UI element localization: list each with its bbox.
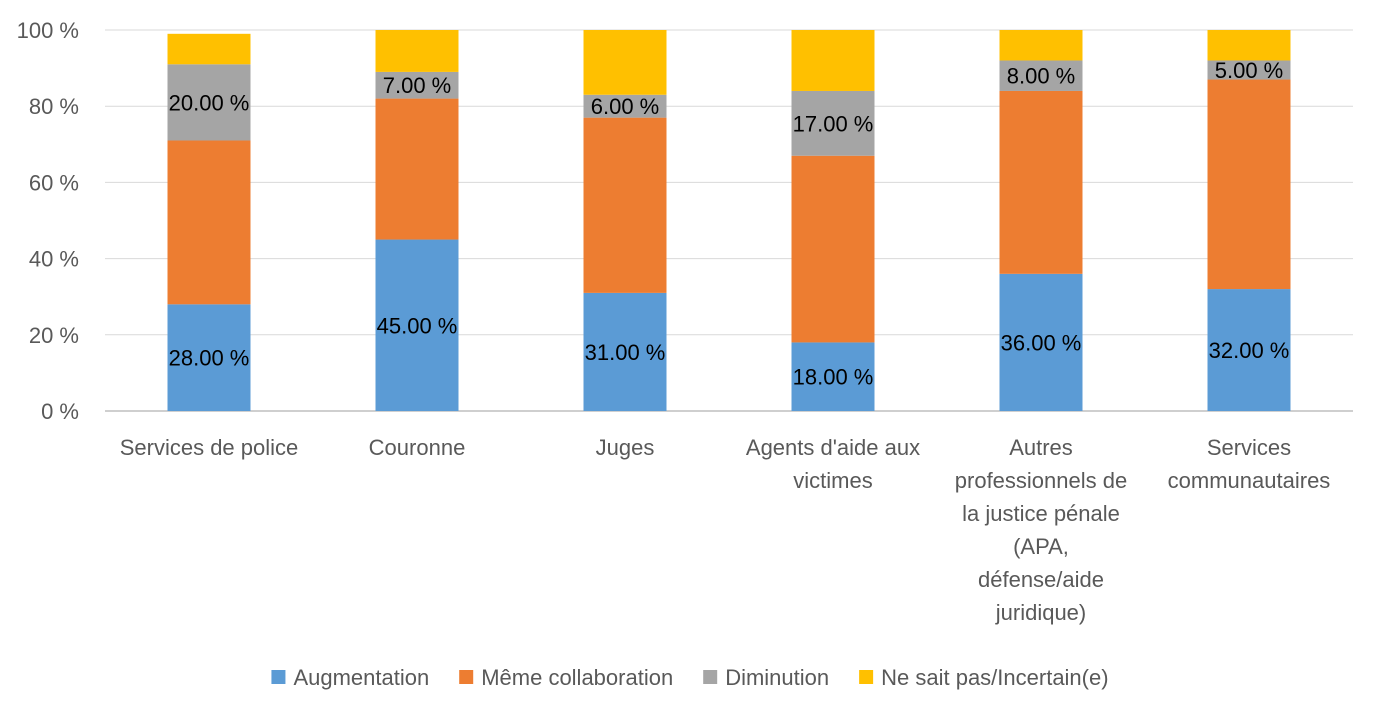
x-category-label: Agents d'aide aux (746, 435, 920, 460)
bar-segment (1207, 289, 1291, 411)
bar-segment (791, 30, 875, 91)
x-category-label: victimes (793, 468, 872, 493)
bar-segment (583, 30, 667, 95)
bar-segment (583, 292, 667, 411)
data-labels: 28.00 % 20.00 % 45.00 % 7.00 % 31.00 % 6.00 %… (169, 58, 1290, 390)
data-label: 36.00 % (1001, 330, 1082, 355)
y-tick-label: 100 % (17, 18, 79, 43)
x-category-label: Juges (596, 435, 655, 460)
legend: Augmentation Même collaboration Diminution… (271, 665, 1109, 690)
legend-swatch (459, 670, 474, 684)
legend-swatch (703, 670, 718, 684)
bar-segment (375, 239, 459, 411)
x-category-label: professionnels de (955, 468, 1127, 493)
bar-segment (167, 33, 251, 65)
bar-segment (1207, 79, 1291, 290)
data-label: 31.00 % (585, 340, 666, 365)
data-label: 7.00 % (383, 73, 452, 98)
data-label: 5.00 % (1215, 58, 1284, 83)
y-tick-label: 20 % (29, 323, 79, 348)
bar-segment (375, 30, 459, 72)
data-label: 8.00 % (1007, 64, 1076, 89)
legend-label: Diminution (725, 665, 829, 690)
x-category-label: communautaires (1168, 468, 1331, 493)
bar-segment (167, 304, 251, 411)
bar-segment (999, 60, 1083, 91)
y-tick-label: 40 % (29, 247, 79, 272)
x-category-label: Services de police (120, 435, 299, 460)
legend-swatch (271, 670, 286, 684)
bar-segment (583, 94, 667, 118)
data-label: 18.00 % (793, 365, 874, 390)
bar-segment (167, 64, 251, 141)
data-label: 17.00 % (793, 111, 874, 136)
legend-swatch (859, 670, 874, 684)
x-axis-categories: Services de police Couronne Juges Agents d'… (120, 435, 1331, 625)
bar-segment (999, 30, 1083, 61)
bar-segment (375, 98, 459, 240)
x-category-label: Couronne (369, 435, 466, 460)
data-label: 45.00 % (377, 313, 458, 338)
bar-segment (583, 117, 667, 293)
x-category-label: la justice pénale (962, 501, 1120, 526)
legend-label: Augmentation (293, 665, 429, 690)
bar-segment (1207, 30, 1291, 61)
x-category-label: Autres (1009, 435, 1073, 460)
bars (167, 30, 1291, 411)
y-axis-ticks: 0 % 20 % 40 % 60 % 80 % 100 % (17, 18, 79, 424)
bar-segment (167, 140, 251, 305)
x-category-label: Services (1207, 435, 1291, 460)
bar-segment (1207, 60, 1291, 80)
y-tick-label: 80 % (29, 94, 79, 119)
bar-segment (791, 342, 875, 411)
legend-label: Ne sait pas/Incertain(e) (881, 665, 1108, 690)
x-category-label: défense/aide (978, 567, 1104, 592)
x-category-label: (APA, (1013, 534, 1069, 559)
data-label: 20.00 % (169, 90, 250, 115)
gridlines (105, 29, 1353, 412)
data-label: 6.00 % (591, 94, 660, 119)
data-label: 28.00 % (169, 346, 250, 371)
bar-segment (791, 155, 875, 343)
legend-label: Même collaboration (481, 665, 673, 690)
y-tick-label: 0 % (41, 399, 79, 424)
x-category-label: juridique) (995, 600, 1087, 625)
bar-segment (999, 90, 1083, 274)
y-tick-label: 60 % (29, 170, 79, 195)
bar-segment (999, 273, 1083, 411)
data-label: 32.00 % (1209, 338, 1290, 363)
bar-segment (375, 71, 459, 99)
bar-segment (791, 90, 875, 156)
